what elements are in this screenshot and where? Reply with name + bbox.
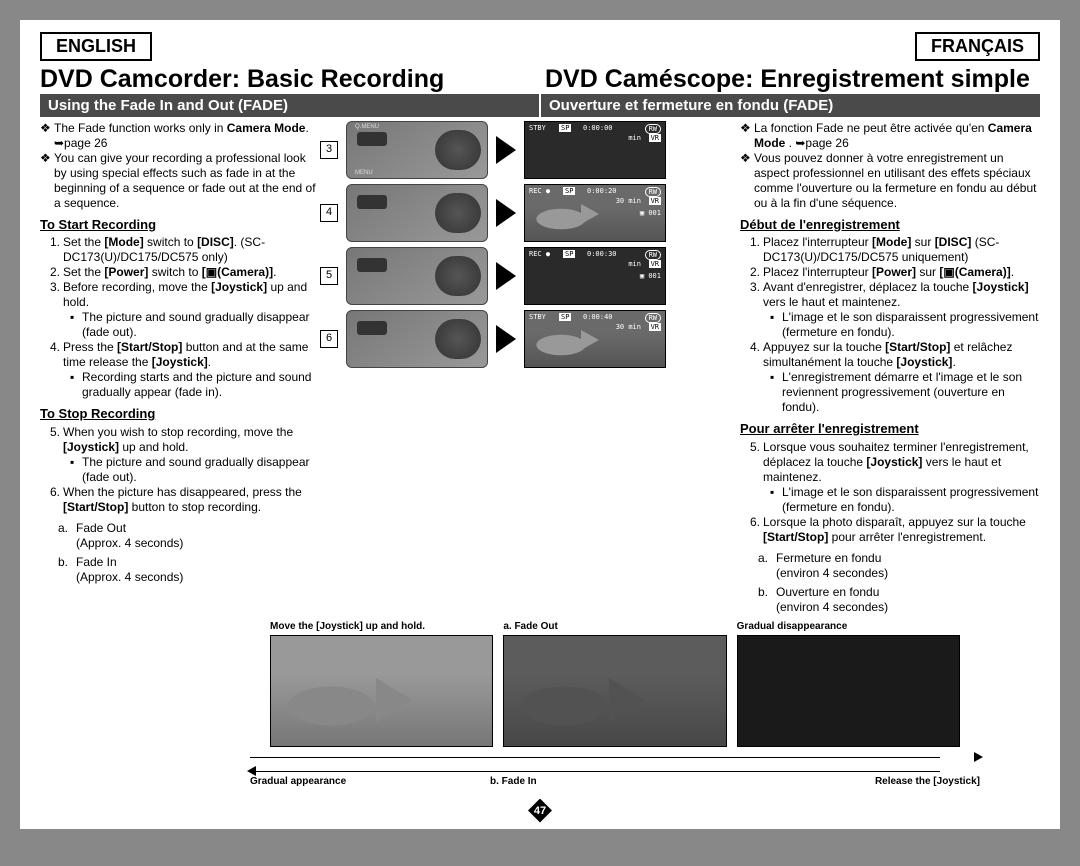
h-stop-en: To Stop Recording — [40, 406, 320, 422]
arrow-icon — [496, 325, 516, 353]
seq-2: a. Fade Out — [503, 621, 726, 747]
lcd-screen: STBYSP0:00:00RW minVR — [524, 121, 666, 179]
title-en: DVD Camcorder: Basic Recording — [40, 65, 535, 94]
section-bars: Using the Fade In and Out (FADE) Ouvertu… — [20, 94, 1060, 117]
lang-tabs: ENGLISH FRANÇAIS — [20, 32, 1060, 61]
seq-bot-1: Gradual appearance — [250, 776, 346, 787]
lcd-screen: REC ●SP0:00:20RW 30 minVR ▣ 001 — [524, 184, 666, 242]
seq-3: Gradual disappearance — [737, 621, 960, 747]
h-start-en: To Start Recording — [40, 217, 320, 233]
step-3-icon: 3 — [320, 141, 338, 159]
step-4-icon: 4 — [320, 204, 338, 222]
seq-1: Move the [Joystick] up and hold. — [270, 621, 493, 747]
col-french: ❖La fonction Fade ne peut être activée q… — [740, 121, 1040, 615]
seq-label: Move the [Joystick] up and hold. — [270, 621, 493, 635]
h-stop-fr: Pour arrêter l'enregistrement — [740, 421, 1040, 437]
lang-fr: FRANÇAIS — [915, 32, 1040, 61]
section-en: Using the Fade In and Out (FADE) — [40, 94, 539, 117]
row-3: 3 Q.MENUMENU STBYSP0:00:00RW minVR — [320, 121, 740, 179]
lang-en: ENGLISH — [40, 32, 152, 61]
manual-page: ENGLISH FRANÇAIS DVD Camcorder: Basic Re… — [20, 20, 1060, 829]
arrow-icon — [496, 262, 516, 290]
col-diagrams: 3 Q.MENUMENU STBYSP0:00:00RW minVR 4 REC… — [320, 121, 740, 615]
row-6: 6 STBYSP0:00:40RW 30 minVR — [320, 310, 740, 368]
row-5: 5 REC ●SP0:00:30RW minVR ▣ 001 — [320, 247, 740, 305]
step-5-icon: 5 — [320, 267, 338, 285]
seq-frame — [270, 635, 493, 747]
camcorder-icon: Q.MENUMENU — [346, 121, 488, 179]
seq-label: Gradual disappearance — [737, 621, 960, 635]
dolphin-icon — [531, 199, 601, 239]
step-6-icon: 6 — [320, 330, 338, 348]
seq-arrows: Gradual appearance b. Fade In Release th… — [250, 753, 980, 779]
section-fr: Ouverture et fermeture en fondu (FADE) — [541, 94, 1040, 117]
seq-bot-3: Release the [Joystick] — [875, 776, 980, 787]
col-english: ❖The Fade function works only in Camera … — [40, 121, 320, 615]
titles: DVD Camcorder: Basic Recording DVD Camés… — [20, 61, 1060, 94]
dolphin-icon — [509, 666, 649, 747]
seq-bot-2: b. Fade In — [490, 776, 537, 787]
camcorder-icon — [346, 184, 488, 242]
h-start-fr: Début de l'enregistrement — [740, 217, 1040, 233]
arrow-icon — [496, 199, 516, 227]
camcorder-icon — [346, 310, 488, 368]
main-columns: ❖The Fade function works only in Camera … — [20, 117, 1060, 615]
camcorder-icon — [346, 247, 488, 305]
dolphin-icon — [531, 325, 601, 365]
dolphin-icon — [276, 666, 416, 747]
title-fr: DVD Caméscope: Enregistrement simple — [535, 65, 1040, 94]
row-4: 4 REC ●SP0:00:20RW 30 minVR ▣ 001 — [320, 184, 740, 242]
seq-frame — [503, 635, 726, 747]
lcd-screen: STBYSP0:00:40RW 30 minVR — [524, 310, 666, 368]
seq-label: a. Fade Out — [503, 621, 726, 635]
lcd-screen: REC ●SP0:00:30RW minVR ▣ 001 — [524, 247, 666, 305]
arrow-icon — [496, 136, 516, 164]
fade-sequence: Move the [Joystick] up and hold. a. Fade… — [250, 615, 980, 753]
seq-frame — [737, 635, 960, 747]
